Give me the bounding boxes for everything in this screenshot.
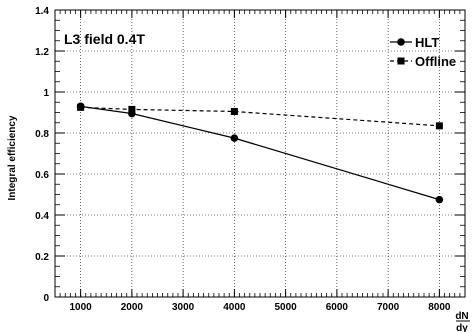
- y-tick-label: 0.4: [35, 211, 49, 222]
- x-tick-label: 5000: [275, 302, 298, 313]
- series-line-hlt: [80, 105, 440, 201]
- y-tick-label: 1.4: [35, 6, 49, 17]
- y-tick-label: 0: [43, 293, 49, 304]
- y-tick-label: 1: [43, 88, 49, 99]
- data-point-offline: [128, 105, 136, 113]
- legend-hlt-marker: [397, 38, 405, 46]
- y-tick-label: 0.2: [35, 252, 49, 263]
- legend-hlt-label: HLT: [415, 35, 439, 50]
- chart-title: L3 field 0.4T: [64, 31, 145, 47]
- x-tick-label: 7000: [377, 302, 400, 313]
- x-tick-label: 1000: [70, 302, 93, 313]
- y-tick-label: 0.8: [35, 129, 49, 140]
- legend-offline-label: Offline: [415, 54, 456, 69]
- x-axis-label-denominator: dy: [456, 323, 468, 332]
- data-point-hlt: [435, 195, 444, 204]
- data-point-offline: [77, 103, 85, 111]
- x-axis-label-numerator: dN: [455, 311, 468, 322]
- x-tick-label: 6000: [326, 302, 349, 313]
- series-group: [76, 102, 444, 204]
- x-tick-label: 3000: [172, 302, 195, 313]
- legend-item-hlt: HLT: [390, 35, 439, 50]
- axis-ticks: [54, 9, 466, 298]
- x-tick-labels: 1000 2000 3000 4000 5000 6000 7000 8000: [70, 302, 451, 313]
- x-tick-label: 2000: [121, 302, 144, 313]
- y-tick-label: 1.2: [35, 47, 49, 58]
- x-tick-label: 8000: [428, 302, 451, 313]
- data-point-hlt: [230, 134, 239, 142]
- x-tick-label: 4000: [223, 302, 246, 313]
- y-tick-labels: 0 0.2 0.4 0.6 0.8 1 1.2 1.4: [35, 6, 49, 304]
- plot-frame: [54, 9, 466, 298]
- y-tick-label: 0.6: [35, 170, 49, 181]
- legend-offline-marker: [397, 57, 405, 65]
- legend: HLT Offline: [390, 35, 456, 69]
- data-point-offline: [230, 107, 238, 115]
- y-axis-label: Integral efficiency: [7, 115, 18, 200]
- data-point-offline: [435, 122, 443, 130]
- legend-item-offline: Offline: [390, 54, 456, 69]
